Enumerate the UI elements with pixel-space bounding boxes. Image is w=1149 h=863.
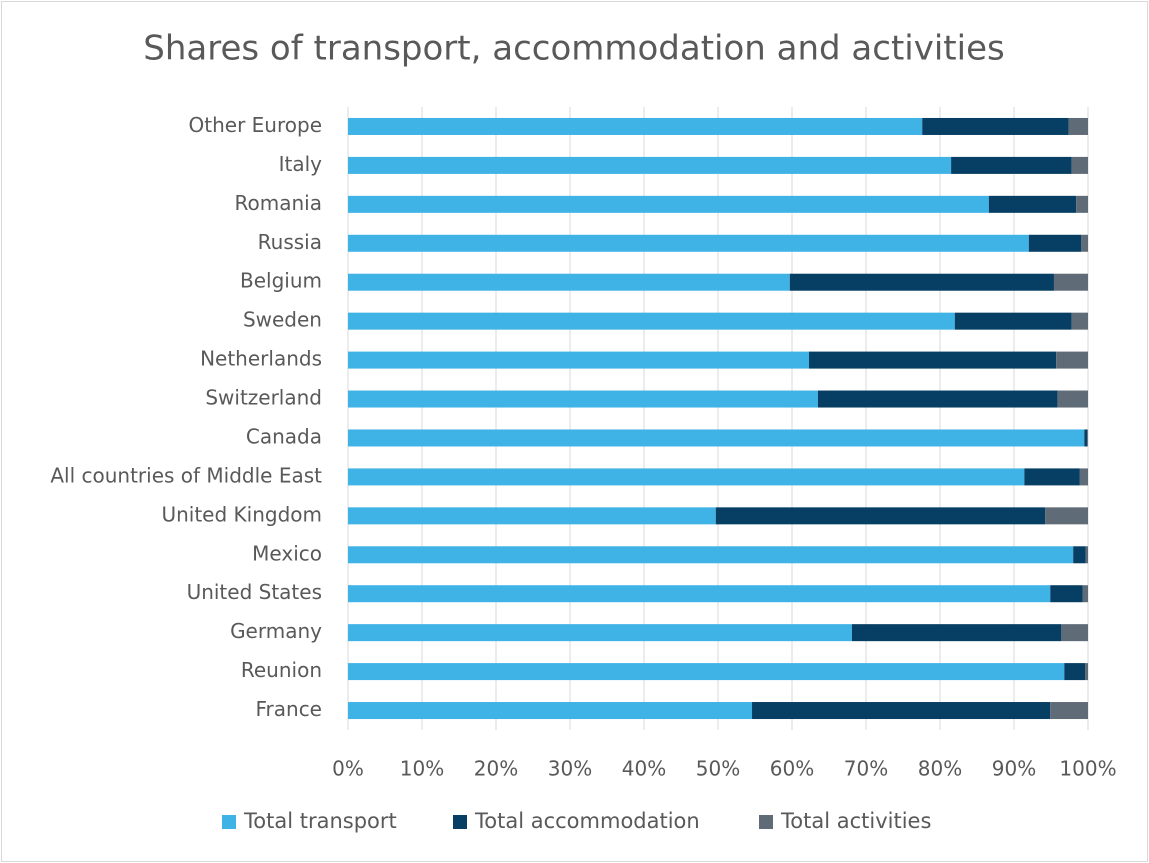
- bar-segment: [715, 507, 1046, 525]
- bar-segment: [1071, 312, 1088, 330]
- bar-segment: [1068, 117, 1088, 135]
- bar-segment: [1079, 468, 1088, 486]
- x-tick-label: 90%: [992, 757, 1036, 781]
- bar-segment: [1082, 585, 1088, 603]
- bar-segment: [1064, 663, 1086, 681]
- bar-segment: [348, 585, 1051, 603]
- y-tick-label: France: [255, 697, 322, 721]
- x-tick-label: 50%: [696, 757, 740, 781]
- bar-segment: [752, 702, 1051, 720]
- legend-swatch: [453, 815, 467, 829]
- legend-label: Total activities: [780, 809, 931, 833]
- bar-segment: [1056, 351, 1088, 369]
- x-tick-label: 70%: [844, 757, 888, 781]
- x-tick-label: 80%: [918, 757, 962, 781]
- y-tick-label: Reunion: [241, 658, 322, 682]
- y-tick-label: Romania: [235, 191, 322, 215]
- bar-segment: [1045, 507, 1088, 525]
- bar-segment: [1050, 702, 1088, 720]
- x-tick-label: 30%: [548, 757, 592, 781]
- x-tick-label: 40%: [622, 757, 666, 781]
- bar-segment: [988, 195, 1077, 213]
- bar-segment: [851, 624, 1062, 642]
- y-tick-label: Germany: [230, 619, 322, 643]
- bar-segment: [1050, 585, 1083, 603]
- bar-segment: [1061, 624, 1088, 642]
- bar-segment: [951, 156, 1072, 174]
- chart-title: Shares of transport, accommodation and a…: [143, 29, 1004, 69]
- bar-segment: [817, 390, 1058, 408]
- bar-segment: [348, 117, 923, 135]
- bar-segment: [348, 702, 753, 720]
- y-tick-label: Belgium: [240, 269, 322, 293]
- legend-label: Total transport: [243, 809, 397, 833]
- y-tick-label: Russia: [258, 230, 322, 254]
- bar-segment: [348, 351, 810, 369]
- bar-segment: [348, 234, 1029, 252]
- bar-segment: [1084, 429, 1088, 447]
- legend-label: Total accommodation: [474, 809, 700, 833]
- bar-segment: [348, 624, 852, 642]
- bar-segment: [1028, 234, 1082, 252]
- bar-segment: [1085, 546, 1088, 564]
- y-tick-label: Netherlands: [200, 347, 322, 371]
- y-tick-label: United States: [187, 580, 322, 604]
- y-tick-label: Mexico: [252, 541, 322, 565]
- bar-segment: [1073, 546, 1086, 564]
- bar-segment: [1024, 468, 1080, 486]
- bar-segment: [348, 273, 790, 291]
- bar-segment: [1081, 234, 1088, 252]
- bar-segment: [348, 156, 952, 174]
- bar-segment: [348, 663, 1065, 681]
- x-tick-label: 60%: [770, 757, 814, 781]
- y-tick-label: Sweden: [243, 308, 322, 332]
- bar-segment: [1087, 429, 1088, 447]
- bar-segment: [789, 273, 1054, 291]
- x-tick-label: 100%: [1059, 757, 1116, 781]
- bar-segment: [348, 507, 716, 525]
- x-tick-label: 20%: [474, 757, 518, 781]
- bar-segment: [1076, 195, 1088, 213]
- bar-segment: [348, 312, 955, 330]
- bar-segment: [1071, 156, 1088, 174]
- bar-segment: [954, 312, 1072, 330]
- bar-segment: [1057, 390, 1088, 408]
- bar-segment: [348, 546, 1074, 564]
- y-tick-label: Canada: [246, 424, 322, 448]
- x-tick-label: 10%: [400, 757, 444, 781]
- bar-segment: [348, 195, 989, 213]
- bar-segment: [922, 117, 1069, 135]
- x-tick-label: 0%: [332, 757, 364, 781]
- bar-segment: [1085, 663, 1088, 681]
- legend-swatch: [759, 815, 773, 829]
- y-tick-label: United Kingdom: [161, 502, 322, 526]
- y-tick-label: All countries of Middle East: [50, 463, 322, 487]
- bar-segment: [348, 390, 818, 408]
- legend-swatch: [222, 815, 236, 829]
- y-tick-label: Other Europe: [189, 113, 322, 137]
- y-tick-label: Switzerland: [205, 386, 322, 410]
- bar-segment: [809, 351, 1057, 369]
- bar-segment: [348, 429, 1085, 447]
- bar-segment: [1053, 273, 1088, 291]
- bar-segment: [348, 468, 1025, 486]
- y-tick-label: Italy: [279, 152, 323, 176]
